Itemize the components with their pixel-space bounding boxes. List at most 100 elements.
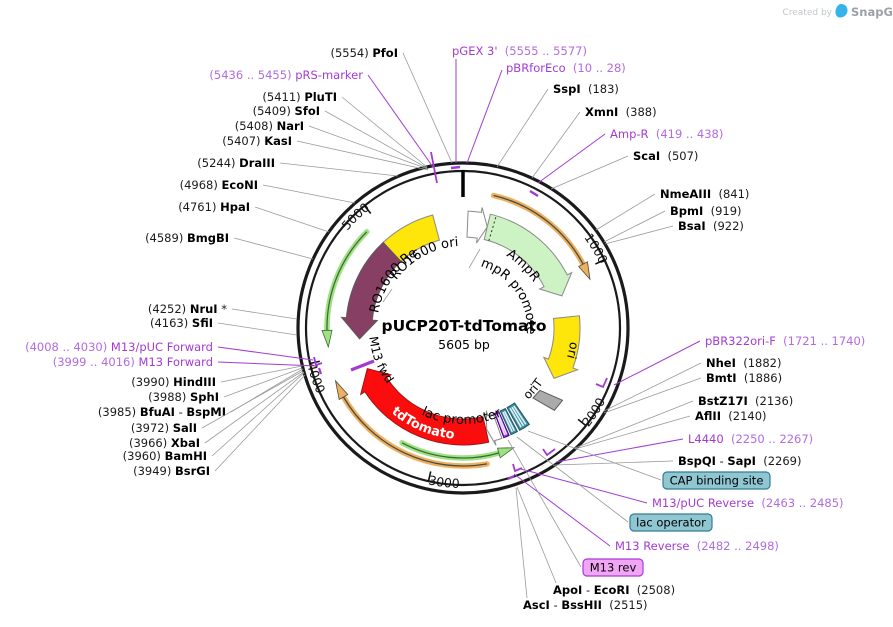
label-bfuai-bspmi[interactable]: (3985) BfuAI - BspMI xyxy=(98,405,226,419)
boxed-label-lac-operator[interactable] xyxy=(629,513,713,532)
label-scai[interactable]: ScaI (507) xyxy=(633,149,698,163)
label-nhei[interactable]: NheI (1882) xyxy=(706,356,781,370)
label-econi[interactable]: (4968) EcoNI xyxy=(180,178,258,192)
label-amp-r[interactable]: Amp-R (419 .. 438) xyxy=(610,127,723,141)
callout-line-pfoi xyxy=(402,52,453,164)
label-pgex-3[interactable]: pGEX 3' (5555 .. 5577) xyxy=(452,44,587,58)
label-apoi-ecori[interactable]: ApoI - EcoRI (2508) xyxy=(553,583,675,597)
callout-line-bstz17i xyxy=(574,400,694,449)
callout-line-bmgbi xyxy=(233,237,314,260)
plasmid-size: 5605 bp xyxy=(438,337,490,352)
boxed-label-text-cap-binding-site: CAP binding site xyxy=(670,474,764,488)
feature-tdtomato[interactable] xyxy=(359,367,490,446)
amp-r-mark xyxy=(529,189,539,198)
label-asci-bsshii[interactable]: AscI - BssHII (2515) xyxy=(523,598,648,612)
feature-ampr-promoter[interactable] xyxy=(466,207,488,244)
prs-mark xyxy=(430,151,438,184)
callout-line-asci-bsshii xyxy=(515,487,528,599)
label-l4440[interactable]: L4440 (2250 .. 2267) xyxy=(688,432,813,446)
label-bspqi-sapi[interactable]: BspQI - SapI (2269) xyxy=(678,454,802,468)
label-hindiii[interactable]: (3990) HindIII xyxy=(131,375,216,389)
feature-pro1600-oriv[interactable] xyxy=(382,214,441,263)
feature-label-ori[interactable]: ori xyxy=(564,341,582,361)
callout-line-m13-puc-reverse xyxy=(520,468,648,504)
label-sspi[interactable]: SspI (183) xyxy=(553,82,619,96)
m13-rev-mark xyxy=(507,475,515,480)
label-m13-puc-forward[interactable]: (4008 .. 4030) M13/pUC Forward xyxy=(25,340,213,354)
m13-puc-fwd-mark xyxy=(313,356,323,367)
label-pbr322ori-f[interactable]: pBR322ori-F (1721 .. 1740) xyxy=(705,334,865,348)
callout-line-pbr322ori-f xyxy=(613,340,701,386)
callout-line-bpmi xyxy=(603,210,666,243)
label-bamhi[interactable]: (3960) BamHI xyxy=(123,449,207,463)
callout-line-apoi-ecori xyxy=(516,486,557,584)
feature-cap-binding-site-stripe xyxy=(511,406,525,427)
callout-line-xbai xyxy=(204,371,305,444)
callout-line-kasi xyxy=(296,140,429,171)
callout-line-nari xyxy=(308,125,429,170)
m13-fwd-feature-tick xyxy=(350,359,375,372)
label-m13-reverse[interactable]: M13 Reverse (2482 .. 2498) xyxy=(615,539,779,553)
label-pluti[interactable]: (5411) PluTI xyxy=(262,90,337,104)
label-bpmi[interactable]: BpmI (919) xyxy=(670,204,742,218)
callout-line-scai xyxy=(550,155,629,190)
feature-lac-promoter[interactable] xyxy=(485,410,503,446)
label-m13-forward[interactable]: (3999 .. 4016) M13 Forward xyxy=(53,355,213,369)
label-bmgbi[interactable]: (4589) BmgBI xyxy=(145,231,229,245)
feature-ori[interactable] xyxy=(542,315,581,380)
callout-line-hpai xyxy=(254,206,330,233)
callout-line-sspi xyxy=(496,88,549,168)
label-kasi[interactable]: (5407) KasI xyxy=(222,134,292,148)
callout-line-m13-rev xyxy=(507,439,582,568)
feature-orit[interactable] xyxy=(532,389,564,411)
callout-line-pbrforeco xyxy=(466,69,503,164)
orf-td-orange xyxy=(334,379,490,469)
feature-pro1600-rep[interactable] xyxy=(340,241,402,340)
boxed-label-cap-binding-site[interactable] xyxy=(662,471,771,490)
label-bsrgi[interactable]: (3949) BsrGI xyxy=(133,464,210,478)
callout-line-m13-puc-forward xyxy=(217,346,314,361)
label-m13-puc-reverse[interactable]: M13/pUC Reverse (2463 .. 2485) xyxy=(652,496,844,510)
label-nari[interactable]: (5408) NarI xyxy=(235,119,304,133)
label-sfoi[interactable]: (5409) SfoI xyxy=(253,104,320,118)
label-bstz17i[interactable]: BstZ17I (2136) xyxy=(698,394,793,408)
callout-line-bmti xyxy=(603,377,702,414)
callout-line-hindiii xyxy=(220,365,303,383)
feature-ampr[interactable] xyxy=(483,213,573,297)
scale-label-3000: 3000 xyxy=(427,472,460,491)
label-nrui[interactable]: (4252) NruI * xyxy=(148,302,227,316)
plasmid-backbone-outer xyxy=(296,161,630,495)
l4440-mark xyxy=(542,448,556,457)
boxed-label-m13-rev[interactable] xyxy=(582,558,644,577)
scale-tick-5000 xyxy=(363,205,372,215)
feature-m13-rev-stripe xyxy=(497,413,508,435)
label-hpai[interactable]: (4761) HpaI xyxy=(178,200,250,214)
callout-line-nhei xyxy=(603,362,702,412)
scale-tick-1000 xyxy=(595,259,605,265)
label-bsai[interactable]: BsaI (922) xyxy=(678,219,744,233)
callout-line-lac-operator xyxy=(516,436,629,523)
plasmid-name[interactable]: pUCP20T-tdTomato xyxy=(381,317,546,335)
scale-tick-2000 xyxy=(577,418,587,427)
callout-line-sfoi xyxy=(324,110,428,169)
label-sfii[interactable]: (4163) SfiI xyxy=(150,316,213,330)
callout-line-sphi xyxy=(223,367,303,398)
label-prs-marker[interactable]: (5436 .. 5455) pRS-marker xyxy=(209,68,363,82)
snapgene-watermark: Created by SnapGene xyxy=(782,4,893,19)
label-xmni[interactable]: XmnI (388) xyxy=(585,105,657,119)
feature-lac-operator-stripe xyxy=(503,410,516,432)
callout-line-nrui xyxy=(231,308,298,320)
label-draiii[interactable]: (5244) DraIII xyxy=(197,156,275,170)
label-xbai[interactable]: (3966) XbaI xyxy=(129,436,200,450)
label-pbrforeco[interactable]: pBRforEco (10 .. 28) xyxy=(506,61,626,75)
m13-puc-rev-mark xyxy=(512,463,523,473)
orf-rep xyxy=(321,229,370,349)
orf-td-green xyxy=(399,440,516,461)
label-bmti[interactable]: BmtI (1886) xyxy=(706,371,782,385)
label-pfoi[interactable]: (5554) PfoI xyxy=(330,46,398,60)
label-nmeaiii[interactable]: NmeAIII (841) xyxy=(660,187,749,201)
label-sali[interactable]: (3972) SalI xyxy=(131,421,197,435)
label-aflii[interactable]: AflII (2140) xyxy=(695,409,767,423)
label-sphi[interactable]: (3988) SphI xyxy=(148,390,219,404)
